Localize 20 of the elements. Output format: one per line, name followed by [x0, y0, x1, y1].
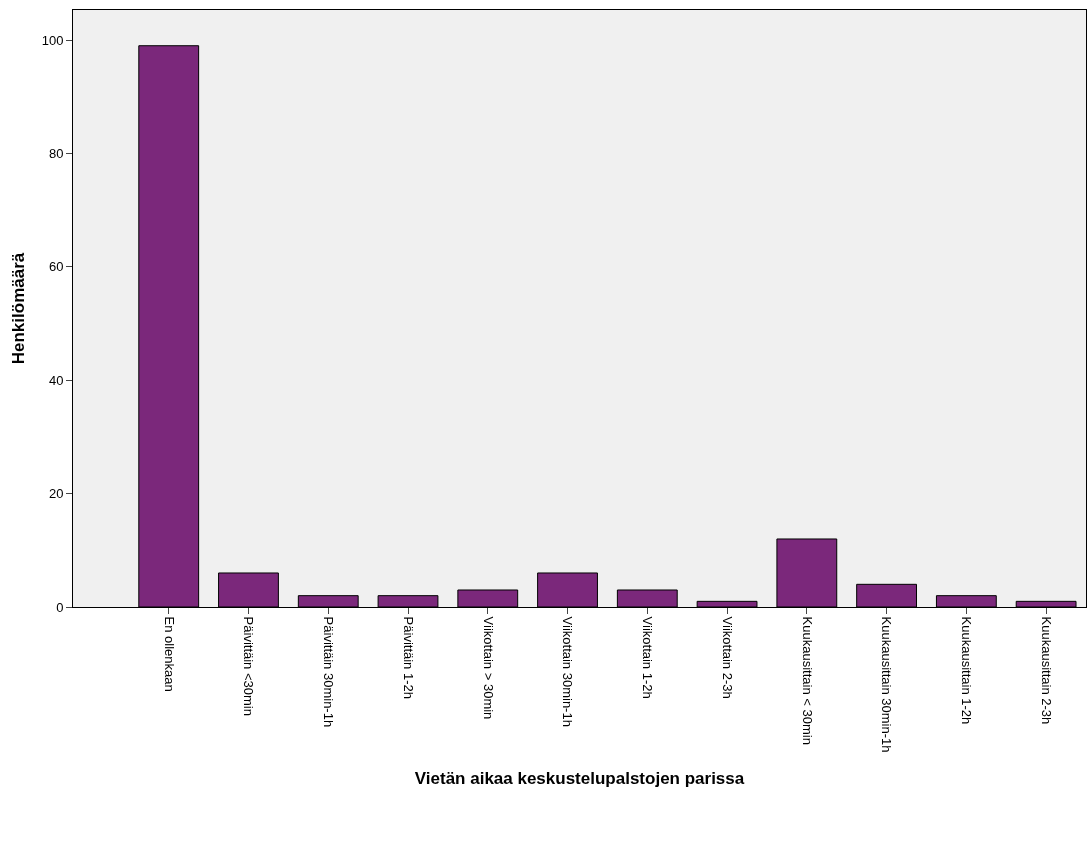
x-tick-label: Viikottain 30min-1h — [560, 616, 576, 727]
y-axis-title: Henkilömäärä — [9, 252, 29, 365]
x-tick-label: Päivittäin <30min — [241, 616, 257, 716]
x-tick-label: Viikottain > 30min — [480, 616, 496, 720]
x-tick-label: En ollenkaan — [161, 616, 177, 692]
x-tick-label: Viikottain 1-2h — [640, 616, 656, 699]
y-tick-label: 20 — [48, 486, 64, 502]
x-axis-title: Vietän aikaa keskustelupalstojen parissa — [414, 768, 745, 788]
x-tick-label: Kuukausittain 30min-1h — [879, 616, 895, 753]
y-tick-label: 0 — [56, 599, 64, 615]
x-tick-label: Päivittäin 30min-1h — [321, 616, 337, 728]
x-tick-label: Kuukausittain 1-2h — [959, 616, 975, 725]
y-tick-label: 40 — [48, 372, 64, 388]
y-tick-label: 60 — [48, 259, 64, 275]
y-tick-label: 80 — [48, 145, 64, 161]
y-tick-label: 100 — [41, 32, 64, 48]
x-tick-label: Päivittäin 1-2h — [400, 616, 416, 699]
x-tick-label: Kuukausittain 2-3h — [1038, 616, 1054, 725]
x-tick-label: Kuukausittain < 30min — [799, 616, 815, 745]
x-tick-label: Viikottain 2-3h — [719, 616, 735, 699]
